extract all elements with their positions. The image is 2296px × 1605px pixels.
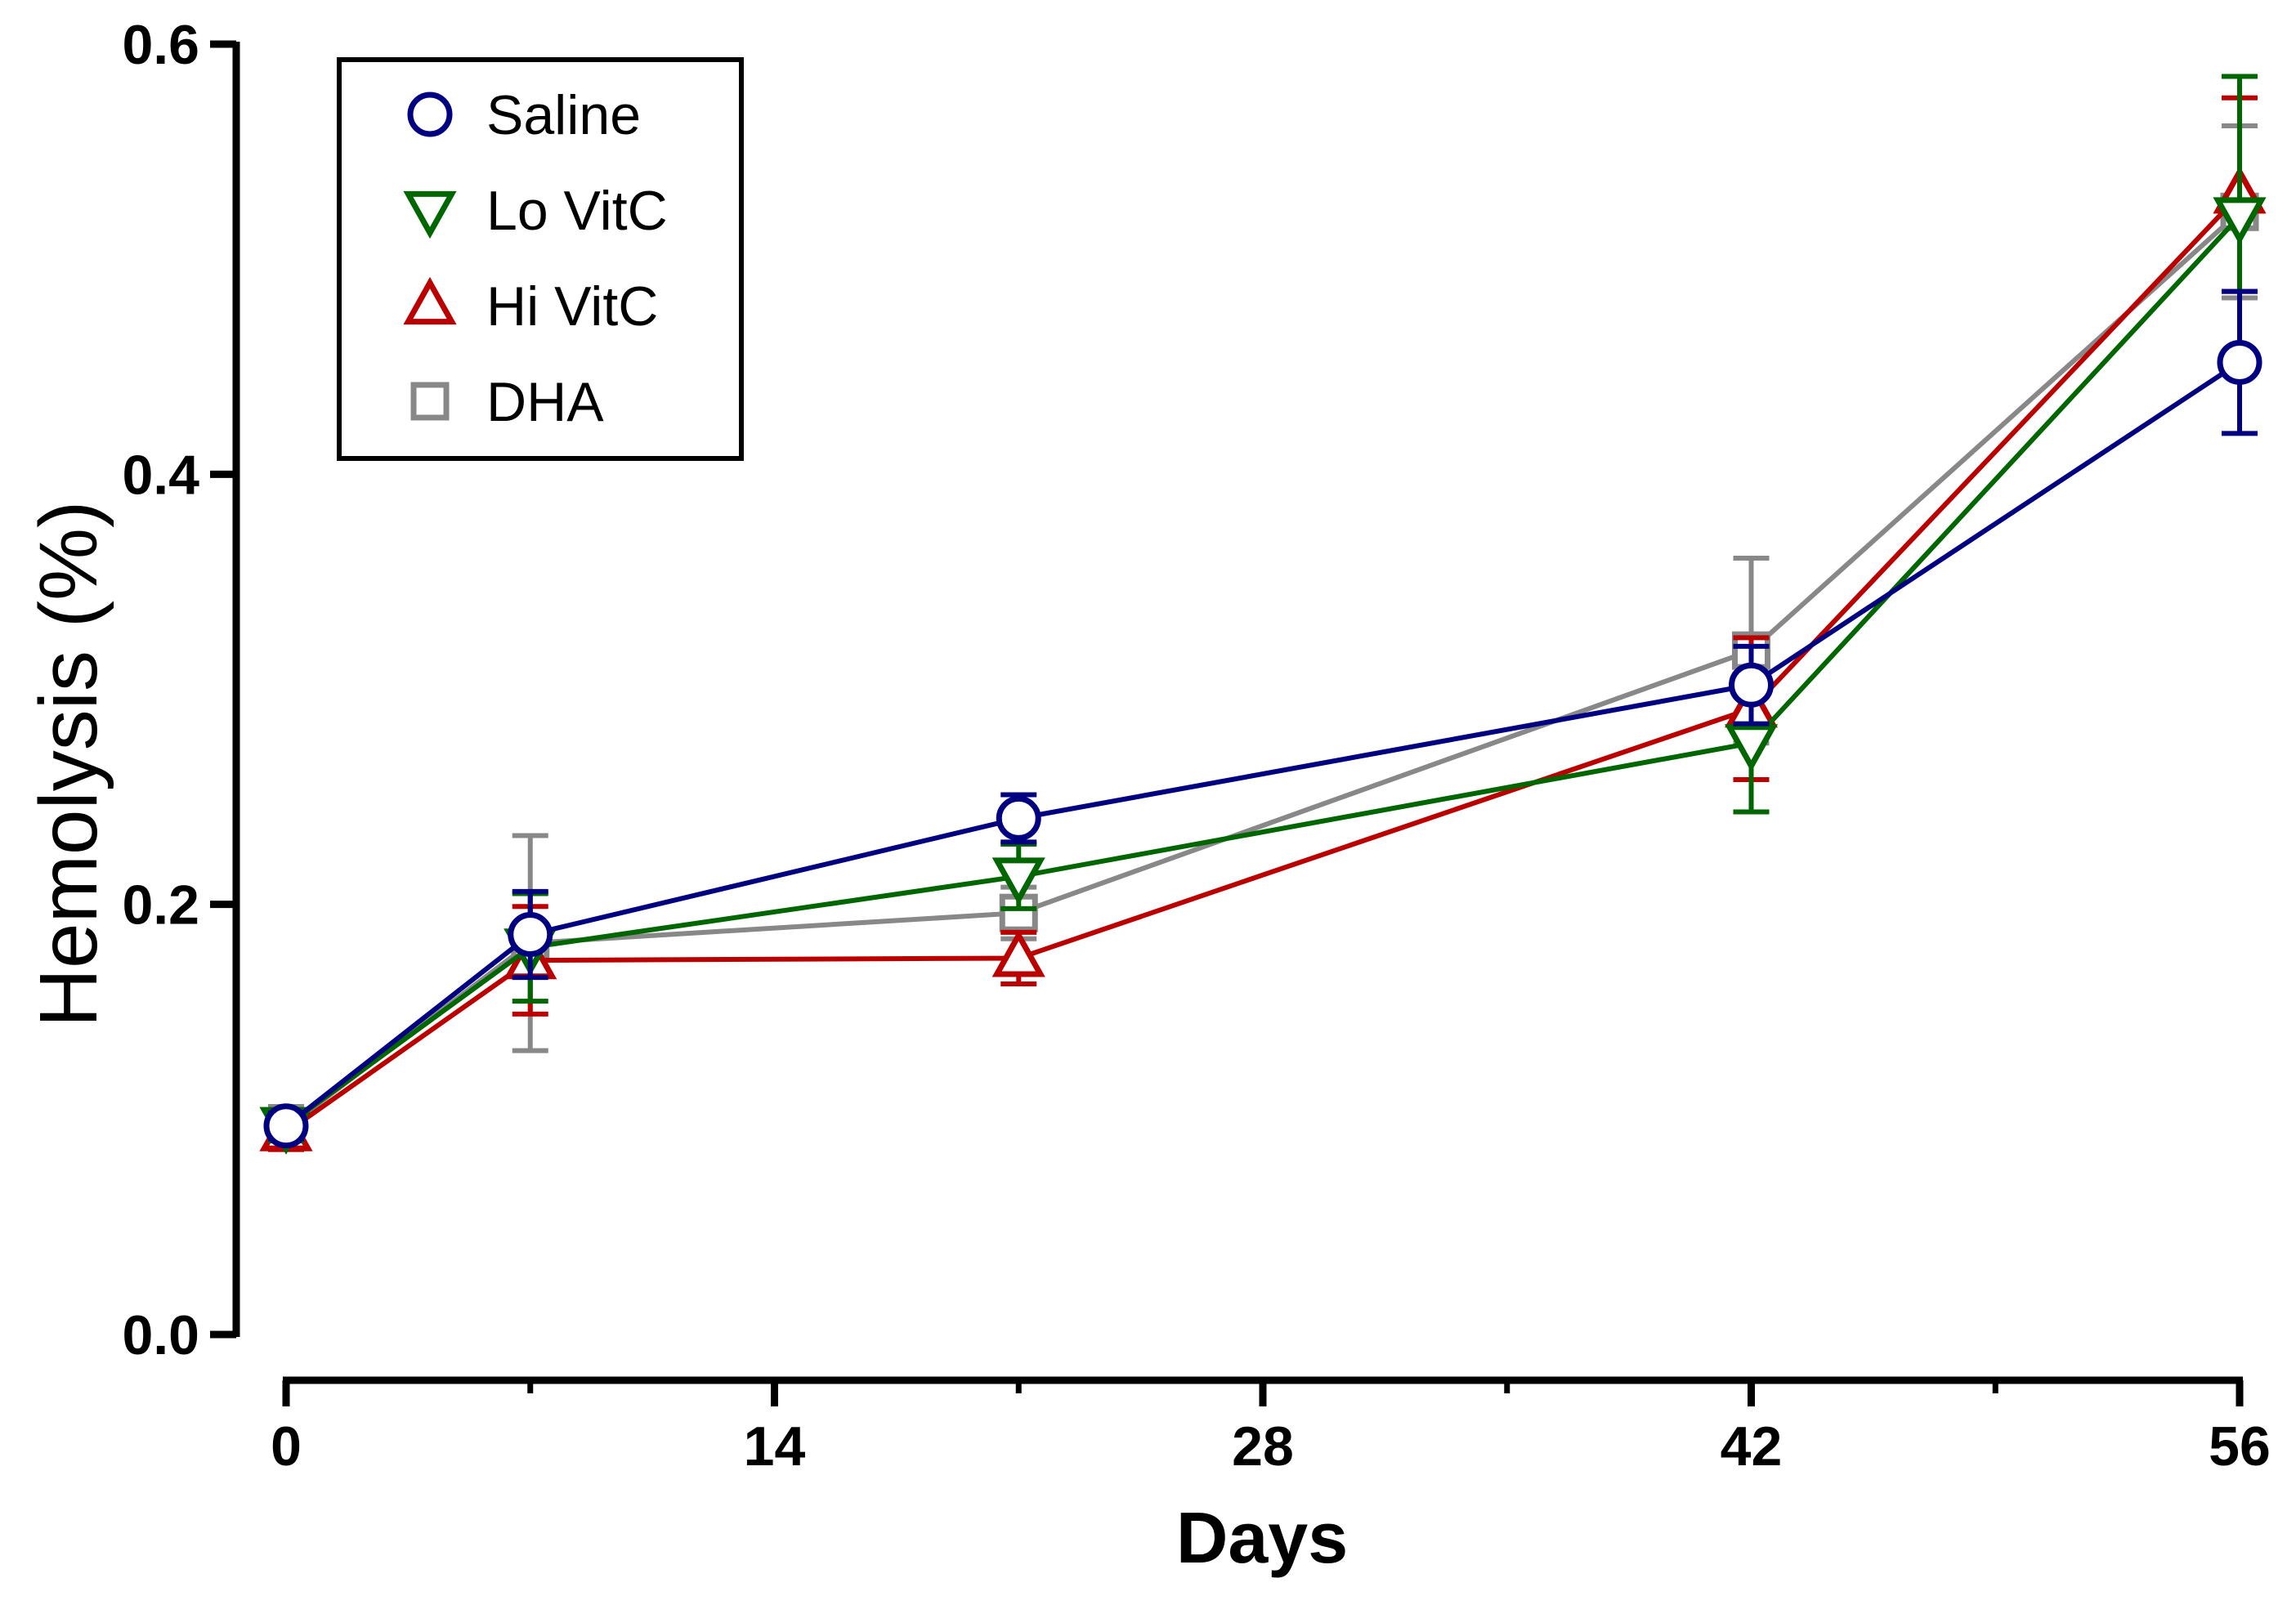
series-saline <box>263 288 2262 1149</box>
x-tick-label: 56 <box>2209 1415 2271 1478</box>
data-point-saline <box>263 1103 309 1149</box>
x-axis-title: Days <box>1176 1497 1348 1578</box>
legend-marker-saline <box>407 92 453 137</box>
legend: Saline Lo VitC Hi VitC DHA <box>337 57 744 461</box>
data-point-hi-vitc <box>991 929 1045 977</box>
data-point-saline <box>996 795 1041 841</box>
data-point-lo-vitc <box>1724 724 1779 772</box>
data-point-dha <box>999 893 1038 932</box>
y-tick-label: 0.2 <box>122 874 199 937</box>
x-tick-label: 0 <box>271 1415 302 1478</box>
legend-item-lo-vitc: Lo VitC <box>403 180 668 242</box>
data-point-lo-vitc <box>2213 197 2267 245</box>
y-axis-title: Hemolysis (%) <box>23 501 114 1027</box>
legend-marker-hi-vitc <box>403 276 457 325</box>
data-point-lo-vitc <box>991 857 1045 905</box>
legend-label-saline: Saline <box>486 84 641 146</box>
y-tick-label: 0.6 <box>122 14 199 76</box>
legend-label-lo-vitc: Lo VitC <box>486 180 668 242</box>
legend-label-dha: DHA <box>486 371 604 433</box>
data-point-saline <box>1729 662 1774 708</box>
data-point-saline <box>2217 339 2262 385</box>
y-tick-label: 0.0 <box>122 1304 199 1366</box>
legend-item-saline: Saline <box>407 84 641 146</box>
legend-marker-lo-vitc <box>403 190 457 239</box>
series-layer <box>259 74 2267 1155</box>
x-tick-label: 28 <box>1232 1415 1294 1478</box>
x-tick-label: 42 <box>1721 1415 1783 1478</box>
legend-item-dha: DHA <box>410 371 604 433</box>
axes: 0.0 0.2 0.4 0.6 0 14 28 42 56 <box>122 14 2270 1478</box>
data-point-saline <box>508 912 553 958</box>
y-tick-label: 0.4 <box>122 444 199 506</box>
legend-label-hi-vitc: Hi VitC <box>486 275 658 338</box>
legend-item-hi-vitc: Hi VitC <box>403 275 658 338</box>
x-tick-label: 14 <box>744 1415 806 1478</box>
legend-box <box>337 57 744 461</box>
legend-marker-dha <box>410 382 450 421</box>
